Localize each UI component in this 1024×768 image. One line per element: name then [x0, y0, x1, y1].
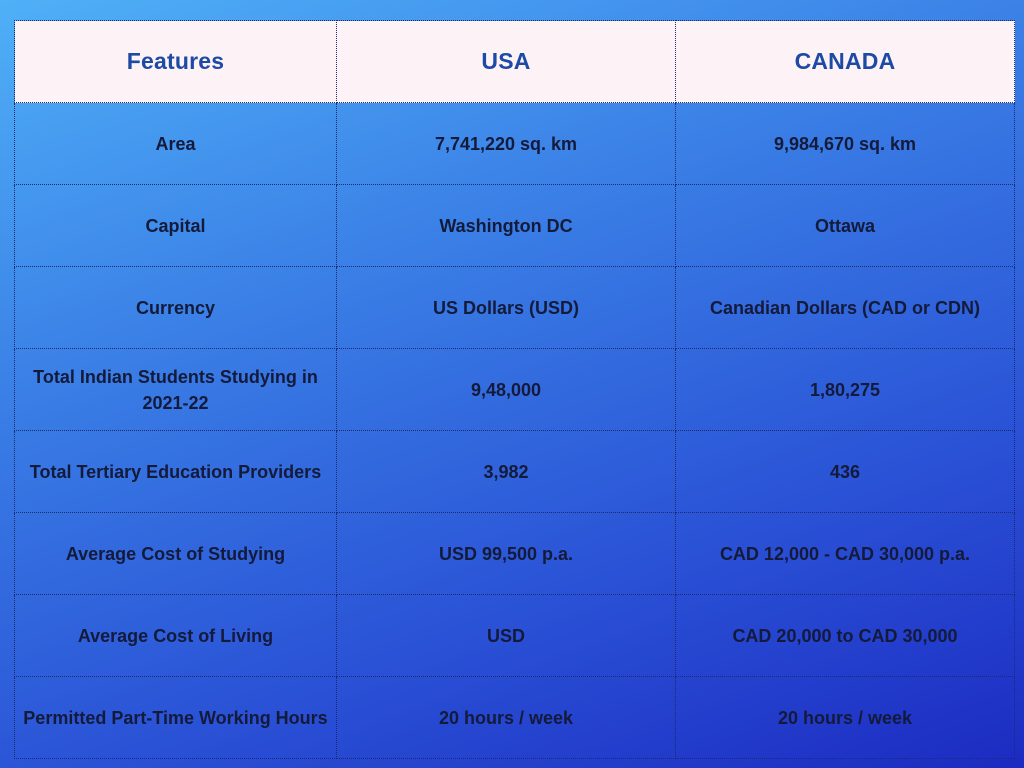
canada-cell: 1,80,275 — [675, 348, 1015, 431]
table-row: Total Tertiary Education Providers 3,982… — [14, 430, 1015, 513]
usa-cell: US Dollars (USD) — [336, 266, 676, 349]
usa-cell: USD 99,500 p.a. — [336, 512, 676, 595]
usa-cell: 20 hours / week — [336, 676, 676, 759]
feature-cell: Area — [14, 102, 337, 185]
canada-cell: CAD 20,000 to CAD 30,000 — [675, 594, 1015, 677]
canada-cell: Ottawa — [675, 184, 1015, 267]
feature-cell: Capital — [14, 184, 337, 267]
table-row: Capital Washington DC Ottawa — [14, 184, 1015, 267]
table-row: Total Indian Students Studying in 2021-2… — [14, 348, 1015, 431]
feature-cell: Total Tertiary Education Providers — [14, 430, 337, 513]
usa-cell: 7,741,220 sq. km — [336, 102, 676, 185]
usa-cell: USD — [336, 594, 676, 677]
feature-cell: Currency — [14, 266, 337, 349]
header-canada: CANADA — [675, 20, 1015, 103]
usa-cell: 3,982 — [336, 430, 676, 513]
canada-cell: 9,984,670 sq. km — [675, 102, 1015, 185]
table-row: Average Cost of Living USD CAD 20,000 to… — [14, 594, 1015, 677]
table-row: Average Cost of Studying USD 99,500 p.a.… — [14, 512, 1015, 595]
feature-cell: Average Cost of Living — [14, 594, 337, 677]
table-row: Area 7,741,220 sq. km 9,984,670 sq. km — [14, 102, 1015, 185]
canada-cell: CAD 12,000 - CAD 30,000 p.a. — [675, 512, 1015, 595]
usa-cell: 9,48,000 — [336, 348, 676, 431]
canada-cell: Canadian Dollars (CAD or CDN) — [675, 266, 1015, 349]
feature-cell: Permitted Part-Time Working Hours — [14, 676, 337, 759]
comparison-table-container: Features USA CANADA Area 7,741,220 sq. k… — [14, 20, 1015, 759]
feature-cell: Average Cost of Studying — [14, 512, 337, 595]
comparison-table: Features USA CANADA Area 7,741,220 sq. k… — [14, 20, 1015, 759]
canada-cell: 436 — [675, 430, 1015, 513]
table-row: Permitted Part-Time Working Hours 20 hou… — [14, 676, 1015, 759]
header-usa: USA — [336, 20, 676, 103]
feature-cell: Total Indian Students Studying in 2021-2… — [14, 348, 337, 431]
table-row: Currency US Dollars (USD) Canadian Dolla… — [14, 266, 1015, 349]
header-features: Features — [14, 20, 337, 103]
header-row: Features USA CANADA — [14, 20, 1015, 103]
usa-cell: Washington DC — [336, 184, 676, 267]
canada-cell: 20 hours / week — [675, 676, 1015, 759]
